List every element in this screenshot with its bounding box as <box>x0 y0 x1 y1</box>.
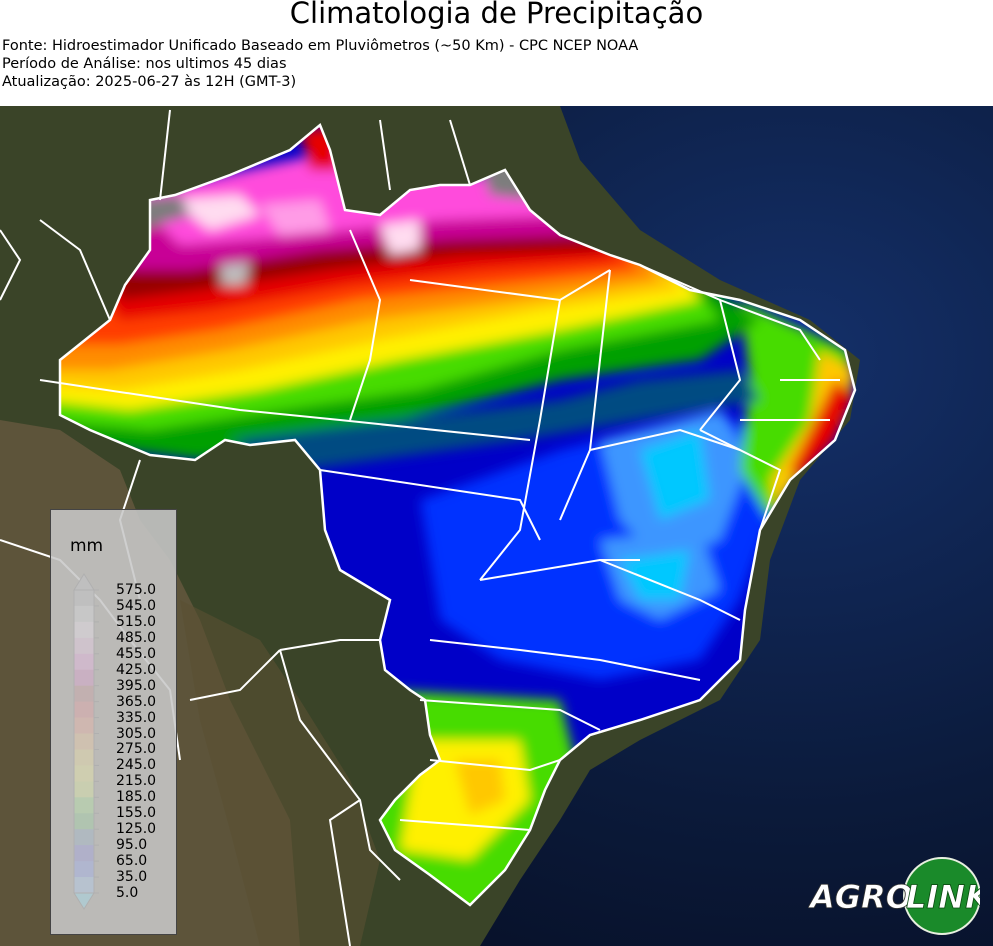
legend-tick-label: 365.0 <box>116 693 157 710</box>
logo-link: LINK <box>906 878 980 916</box>
legend-panel <box>50 509 177 935</box>
legend-tick-label: 485.0 <box>116 629 157 646</box>
legend-tick-label: 95.0 <box>116 837 148 854</box>
legend-tick-label: 65.0 <box>116 853 148 870</box>
legend-unit: mm <box>70 536 104 556</box>
precipitation-map <box>0 106 993 946</box>
map-title: Climatologia de Precipitação <box>289 0 704 30</box>
agrolink-logo: AGRO LINK <box>807 856 992 936</box>
legend-tick-label: 545.0 <box>116 597 157 614</box>
period-line: Período de Análise: nos ultimos 45 dias <box>2 56 287 72</box>
legend-tick-label: 305.0 <box>116 725 157 742</box>
legend-tick-label: 185.0 <box>116 789 157 806</box>
state-borders <box>39 122 857 907</box>
chaco-region <box>180 600 380 946</box>
legend-tick-label: 395.0 <box>116 677 157 694</box>
legend-tick-label: 515.0 <box>116 613 157 630</box>
legend-tick-label: 455.0 <box>116 645 157 662</box>
legend-tick-label: 335.0 <box>116 709 157 726</box>
legend-tick-label: 215.0 <box>116 773 157 790</box>
source-line: Fonte: Hidroestimador Unificado Baseado … <box>2 38 639 54</box>
legend-tick-label: 125.0 <box>116 821 157 838</box>
legend-tick-label: 575.0 <box>116 582 157 598</box>
legend-tick-label: 245.0 <box>116 757 157 774</box>
updated-line: Atualização: 2025-06-27 às 12H (GMT-3) <box>2 74 297 90</box>
header: Climatologia de Precipitação Fonte: Hidr… <box>0 0 993 106</box>
legend-tick-label: 425.0 <box>116 661 157 678</box>
legend-tick-label: 155.0 <box>116 805 157 822</box>
legend-tick-label: 275.0 <box>116 741 157 758</box>
legend-tick-label: 35.0 <box>116 869 148 886</box>
map-svg <box>0 106 993 946</box>
logo-agro: AGRO <box>808 878 913 916</box>
legend-tick-label: 5.0 <box>116 885 139 901</box>
